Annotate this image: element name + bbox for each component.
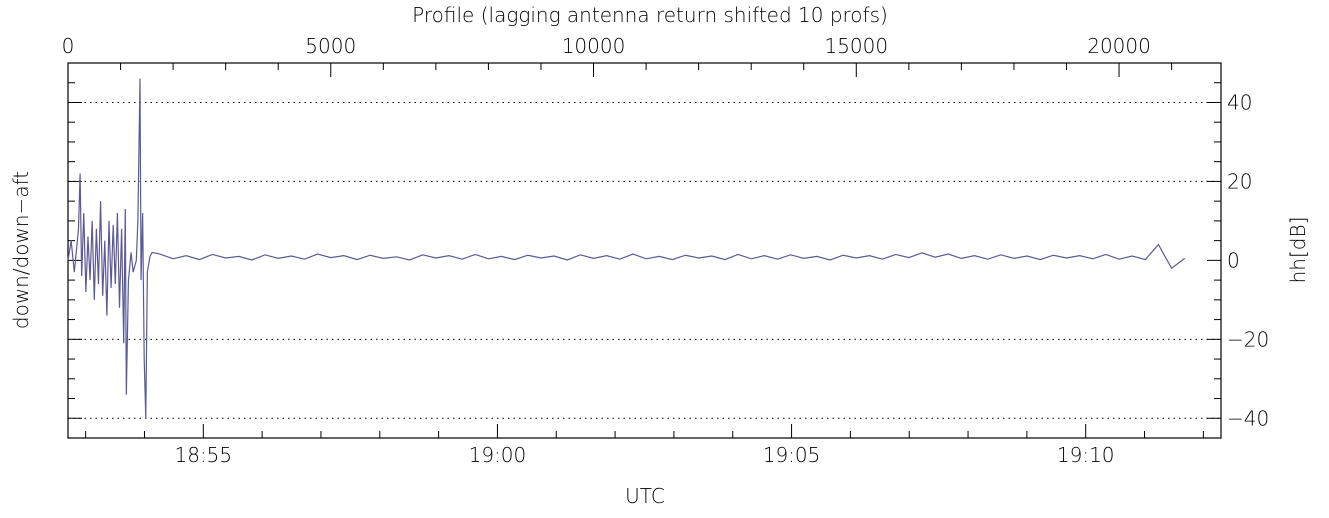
x-top-tick-label: 0 — [62, 34, 75, 58]
x-top-tick-label: 15000 — [824, 34, 888, 58]
top-axis-label: Profile (lagging antenna return shifted … — [412, 3, 888, 27]
y2-tick-label: 0 — [1227, 248, 1240, 272]
x-top-tick-label: 10000 — [562, 34, 626, 58]
x-tick-label: 19:10 — [1057, 443, 1115, 467]
y2-tick-label: −40 — [1227, 406, 1269, 430]
x-tick-label: 19:00 — [469, 443, 527, 467]
y2-tick-label: −20 — [1227, 327, 1269, 351]
y-axis-label: down/down−aft — [9, 171, 33, 329]
data-line — [67, 78, 1186, 419]
x-tick-label: 19:05 — [763, 443, 821, 467]
x-tick-label: 18:55 — [174, 443, 232, 467]
x-top-tick-label: 5000 — [305, 34, 356, 58]
x-axis-label: UTC — [625, 484, 665, 508]
plot-frame — [67, 62, 1222, 439]
y2-tick-label: 40 — [1227, 90, 1252, 114]
y2-axis-label: hh[dB] — [1286, 217, 1310, 284]
y2-tick-label: 20 — [1227, 169, 1252, 193]
x-top-tick-label: 20000 — [1087, 34, 1151, 58]
